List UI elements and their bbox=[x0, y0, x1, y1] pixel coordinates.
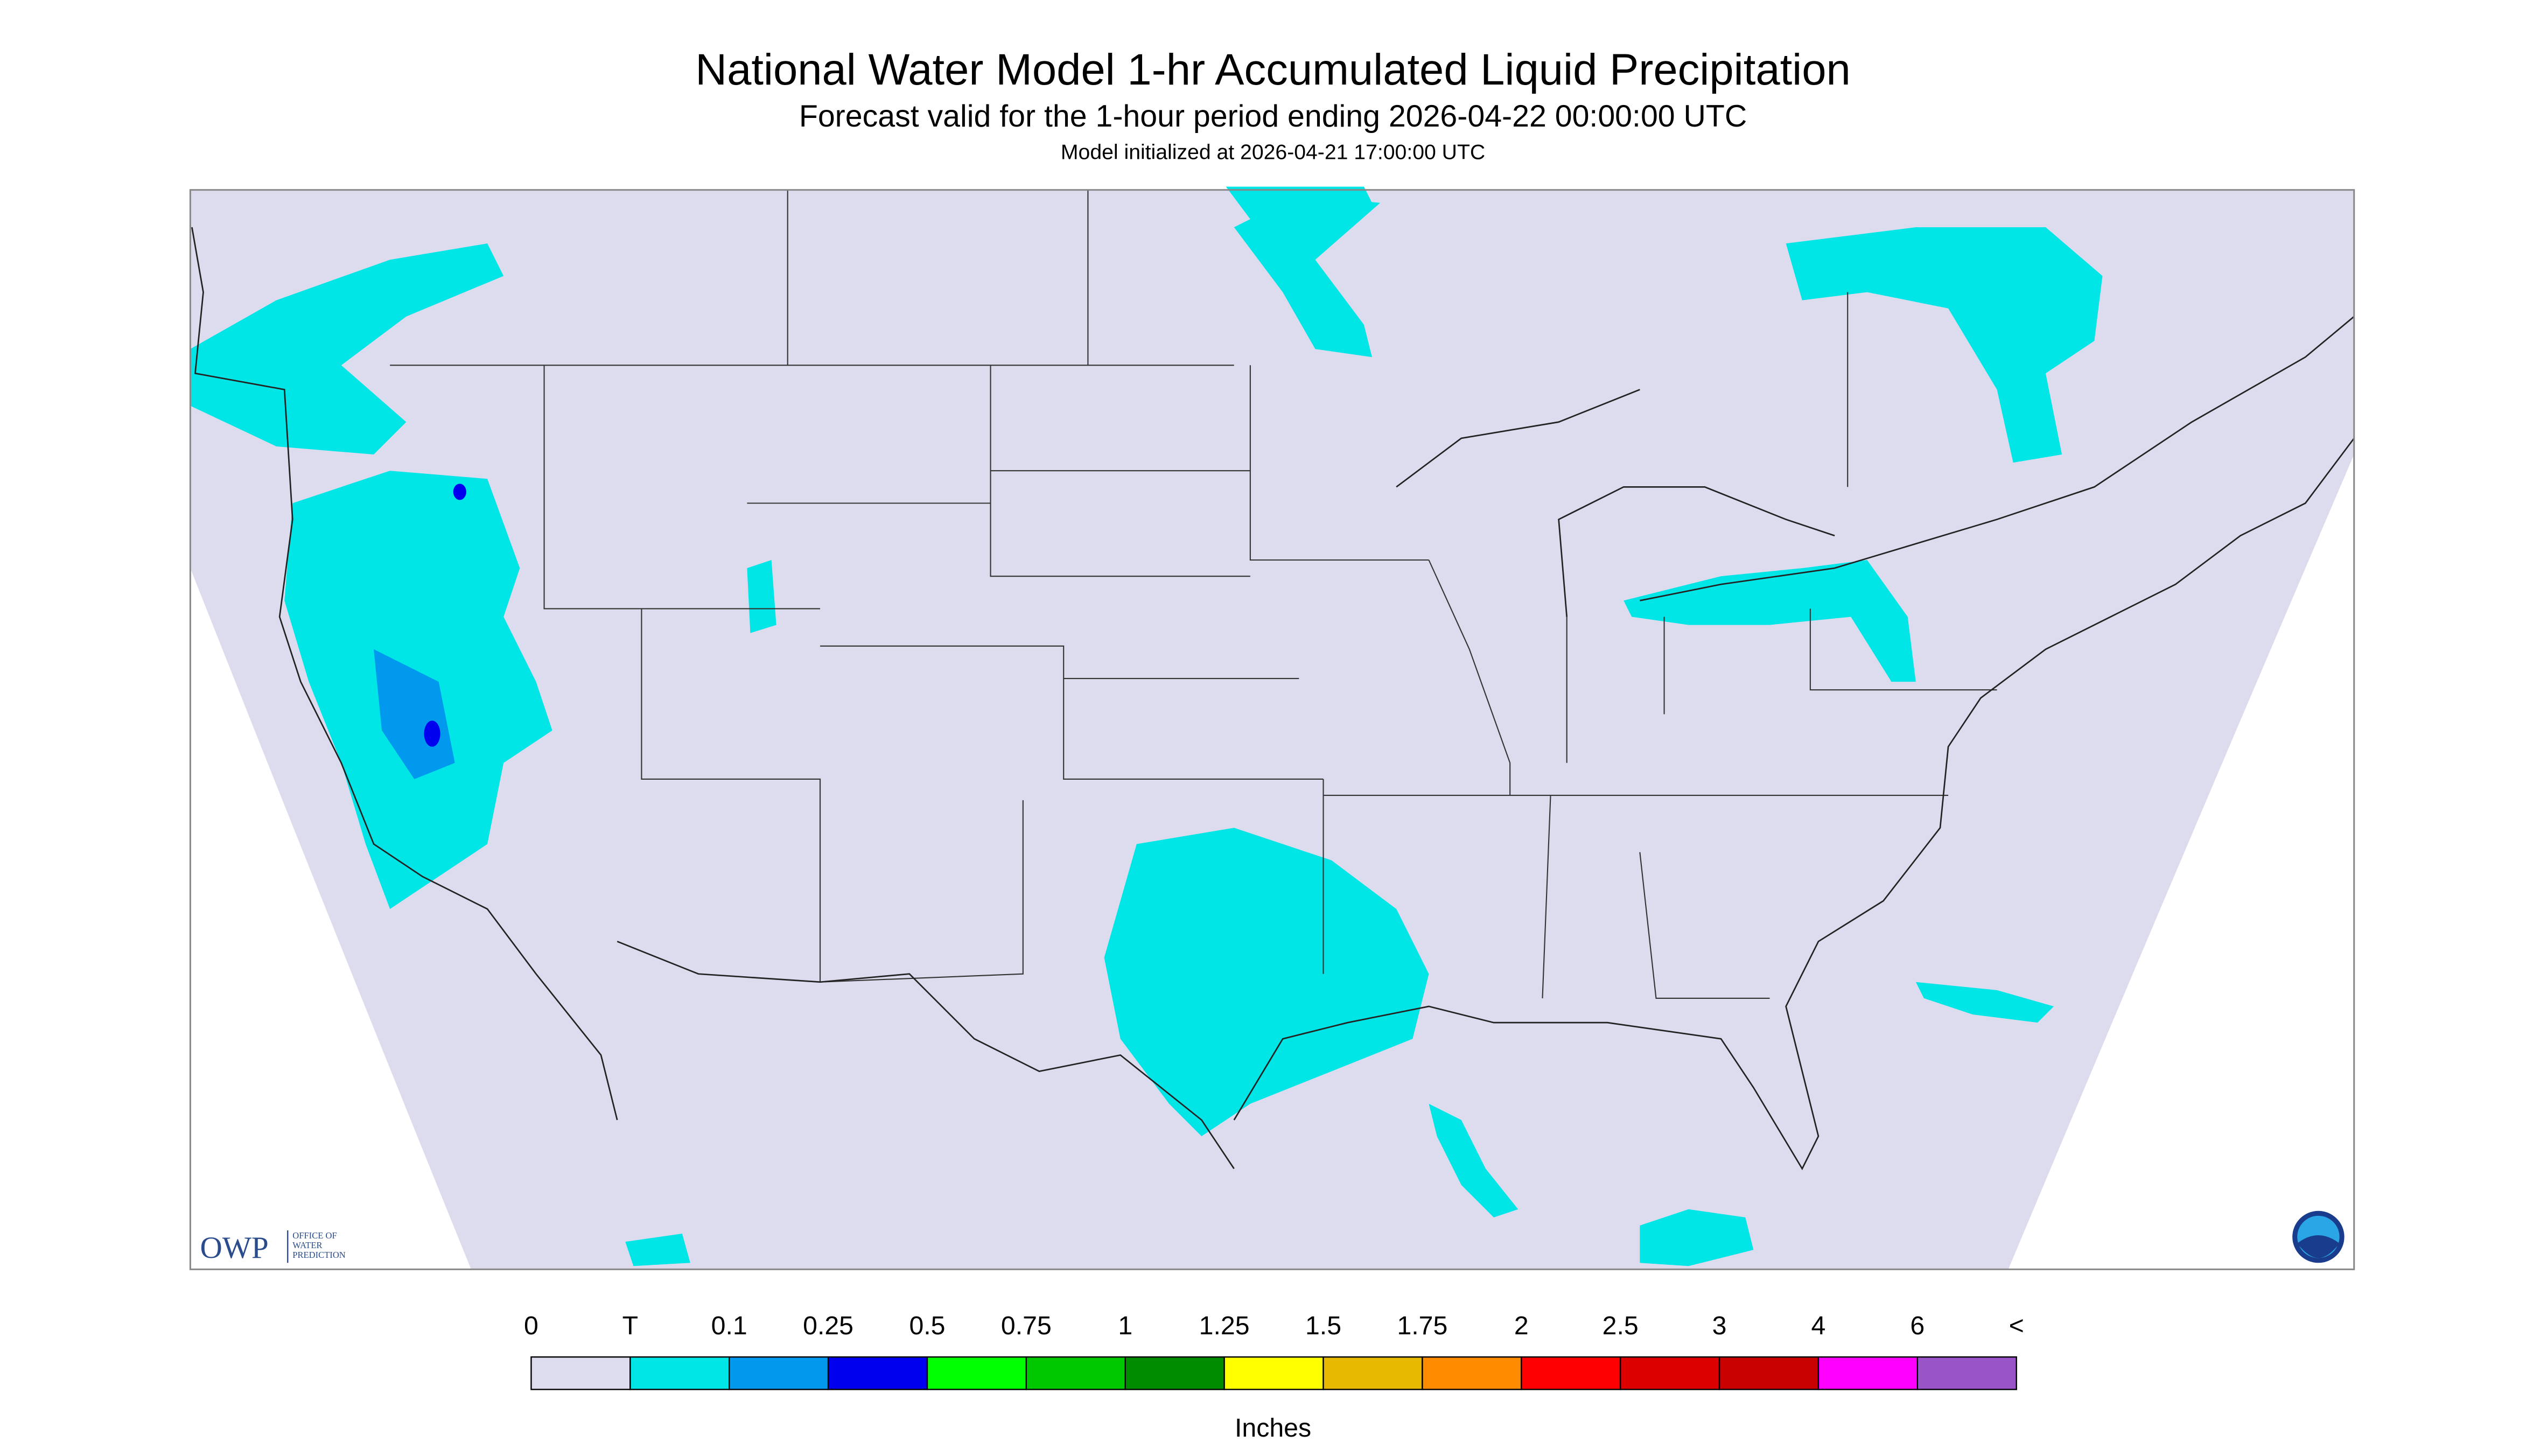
legend-label: 1.75 bbox=[1397, 1311, 1447, 1340]
legend-label: 4 bbox=[1811, 1311, 1826, 1340]
logo-name-line: PREDICTION bbox=[292, 1250, 345, 1260]
legend-label: 0 bbox=[524, 1311, 538, 1340]
legend-label: 1.5 bbox=[1305, 1311, 1341, 1340]
subtitle: Forecast valid for the 1-hour period end… bbox=[799, 99, 1747, 134]
legend-label: T bbox=[622, 1311, 638, 1340]
logo-name-line: WATER bbox=[292, 1240, 323, 1250]
legend-label: < bbox=[2009, 1311, 2024, 1340]
legend: Inches 0 T 0.1 0.25 0.5 0.75 1 1.25 1.5 1.75 2 2.5 3… bbox=[524, 1311, 2024, 1443]
legend-swatch bbox=[1025, 1356, 1126, 1390]
legend-swatch bbox=[1817, 1356, 1919, 1390]
legend-label: 0.5 bbox=[909, 1311, 945, 1340]
map-outside-right bbox=[2008, 454, 2354, 1270]
legend-swatch bbox=[1422, 1356, 1522, 1390]
legend-label: 6 bbox=[1910, 1311, 1925, 1340]
map-frame bbox=[189, 189, 2355, 1270]
map-outside-left bbox=[190, 568, 471, 1270]
legend-swatch bbox=[530, 1356, 631, 1390]
legend-label: 1.25 bbox=[1199, 1311, 1250, 1340]
legend-label: 0.25 bbox=[803, 1311, 853, 1340]
legend-unit: Inches bbox=[1235, 1413, 1311, 1443]
legend-swatch bbox=[1323, 1356, 1423, 1390]
legend-label: 1 bbox=[1118, 1311, 1132, 1340]
title: National Water Model 1-hr Accumulated Li… bbox=[695, 45, 1850, 94]
legend-swatch bbox=[1619, 1356, 1720, 1390]
legend-swatch bbox=[629, 1356, 730, 1390]
legend-swatch bbox=[827, 1356, 928, 1390]
legend-label: 2.5 bbox=[1603, 1311, 1639, 1340]
legend-swatch bbox=[728, 1356, 829, 1390]
init-time: Model initialized at 2026-04-21 17:00:00… bbox=[1061, 141, 1485, 164]
legend-swatch bbox=[1521, 1356, 1621, 1390]
legend-label: 0.75 bbox=[1001, 1311, 1052, 1340]
boundaries bbox=[191, 190, 2355, 1171]
map: OWP OFFICE OF WATER PREDICTION bbox=[189, 186, 2355, 1270]
legend-swatch bbox=[1124, 1356, 1225, 1390]
logo-name: OFFICE OF WATER PREDICTION bbox=[292, 1230, 345, 1260]
logo-acronym: OWP bbox=[200, 1231, 268, 1265]
owp-logo: OWP OFFICE OF WATER PREDICTION bbox=[200, 1230, 346, 1265]
legend-label: 0.1 bbox=[711, 1311, 747, 1340]
legend-swatch bbox=[1223, 1356, 1324, 1390]
logo-name-line: OFFICE OF bbox=[292, 1230, 337, 1241]
precipitation bbox=[190, 186, 2103, 1266]
legend-swatch bbox=[1718, 1356, 1820, 1390]
legend-swatch bbox=[1916, 1356, 2017, 1390]
legend-label: 3 bbox=[1712, 1311, 1727, 1340]
legend-label: 2 bbox=[1514, 1311, 1529, 1340]
noaa-logo bbox=[2292, 1210, 2345, 1263]
legend-swatch bbox=[926, 1356, 1027, 1390]
